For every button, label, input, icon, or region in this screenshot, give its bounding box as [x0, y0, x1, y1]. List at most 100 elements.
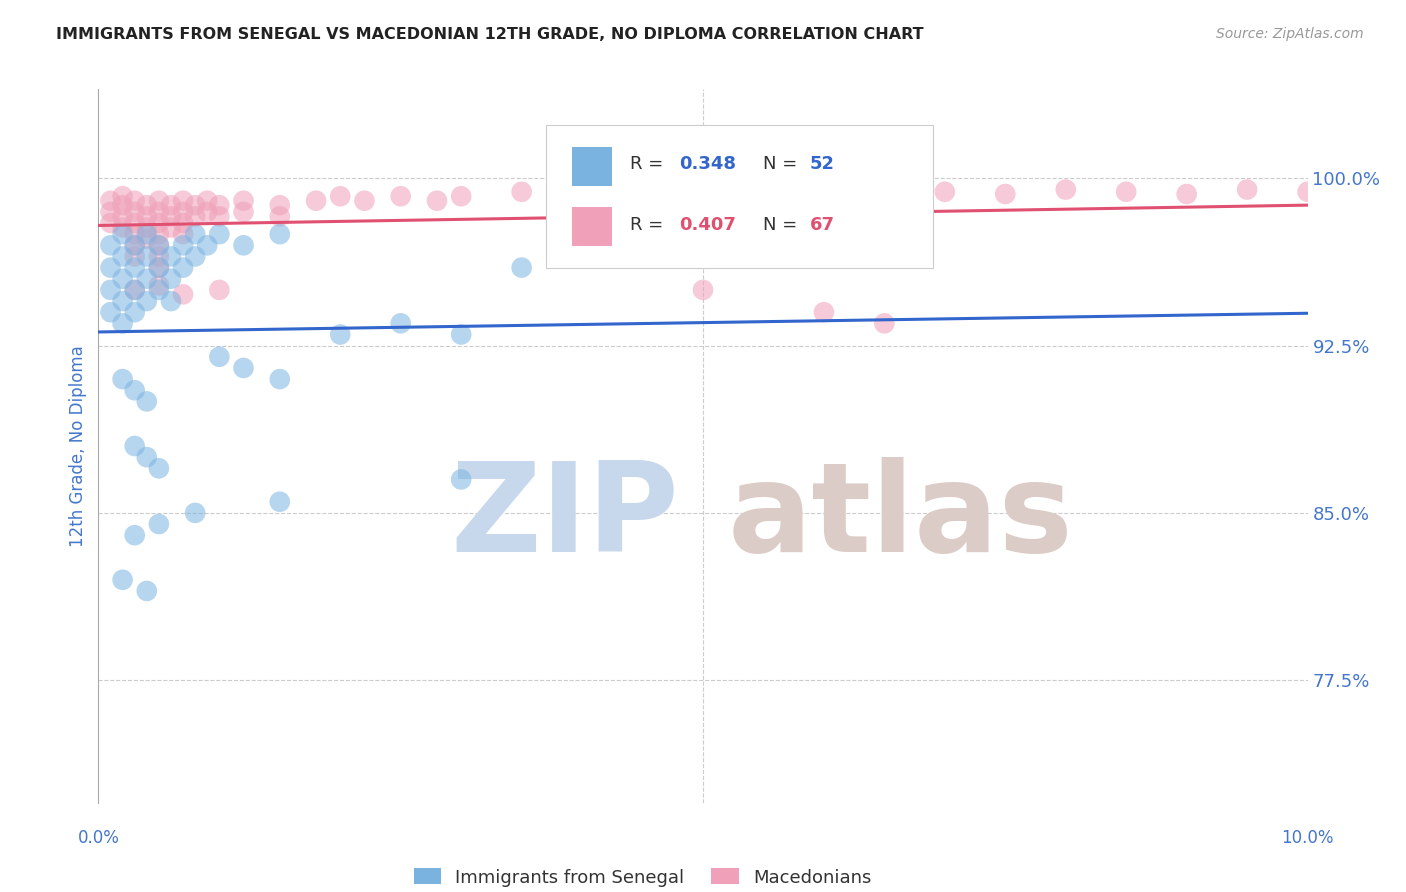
Point: [208, 350, 231, 364]
Point: [148, 260, 170, 275]
Point: [172, 216, 194, 230]
Point: [305, 194, 328, 208]
Point: [389, 189, 412, 203]
Text: 52: 52: [810, 155, 834, 173]
Text: R =: R =: [630, 155, 669, 173]
Point: [135, 209, 157, 223]
Point: [269, 209, 291, 223]
Point: [692, 185, 714, 199]
Text: atlas: atlas: [727, 457, 1073, 578]
Point: [389, 316, 412, 330]
Point: [172, 194, 194, 208]
Text: N =: N =: [763, 216, 803, 234]
Text: 0.407: 0.407: [679, 216, 735, 234]
Point: [124, 528, 146, 542]
Point: [124, 238, 146, 252]
Point: [148, 204, 170, 219]
Point: [148, 278, 170, 293]
Point: [184, 209, 207, 223]
Point: [148, 227, 170, 242]
Text: 67: 67: [810, 216, 834, 234]
Point: [195, 238, 218, 252]
Point: [1054, 183, 1077, 197]
Text: ZIP: ZIP: [450, 457, 679, 578]
Point: [124, 384, 146, 398]
Point: [111, 316, 134, 330]
Point: [100, 216, 122, 230]
Point: [111, 189, 134, 203]
Point: [124, 439, 146, 453]
Point: [124, 305, 146, 319]
Point: [510, 185, 533, 199]
FancyBboxPatch shape: [546, 125, 932, 268]
Point: [1115, 185, 1137, 199]
Bar: [572, 207, 613, 246]
Point: [135, 271, 157, 285]
Point: [873, 316, 896, 330]
Point: [135, 220, 157, 235]
Point: [329, 327, 352, 342]
Point: [208, 198, 231, 212]
Bar: [572, 146, 613, 186]
Point: [100, 238, 122, 252]
Point: [160, 250, 183, 264]
Point: [692, 283, 714, 297]
Point: [195, 204, 218, 219]
Point: [160, 294, 183, 309]
Legend: Immigrants from Senegal, Macedonians: Immigrants from Senegal, Macedonians: [413, 868, 872, 887]
Point: [269, 198, 291, 212]
Point: [160, 220, 183, 235]
Point: [124, 250, 146, 264]
Point: [172, 227, 194, 242]
Point: [1296, 185, 1319, 199]
Point: [135, 198, 157, 212]
Point: [160, 271, 183, 285]
Point: [111, 198, 134, 212]
Point: [111, 250, 134, 264]
Point: [124, 283, 146, 297]
Point: [135, 227, 157, 242]
Point: [232, 361, 254, 376]
Point: [195, 194, 218, 208]
Point: [100, 260, 122, 275]
Text: 0.348: 0.348: [679, 155, 735, 173]
Point: [148, 238, 170, 252]
Point: [135, 584, 157, 599]
Point: [135, 394, 157, 409]
Point: [232, 204, 254, 219]
Point: [100, 283, 122, 297]
Point: [124, 238, 146, 252]
Point: [124, 216, 146, 230]
Point: [208, 283, 231, 297]
Point: [111, 294, 134, 309]
Point: [135, 250, 157, 264]
Point: [148, 216, 170, 230]
Point: [160, 198, 183, 212]
Point: [135, 450, 157, 465]
Point: [111, 372, 134, 386]
Point: [184, 250, 207, 264]
Point: [184, 198, 207, 212]
Point: [208, 227, 231, 242]
Text: 10.0%: 10.0%: [1281, 829, 1334, 847]
Point: [135, 232, 157, 246]
Point: [124, 283, 146, 297]
Point: [184, 227, 207, 242]
Point: [111, 573, 134, 587]
Point: [426, 194, 449, 208]
Point: [353, 194, 375, 208]
Point: [172, 204, 194, 219]
Point: [172, 238, 194, 252]
Point: [1236, 183, 1258, 197]
Text: N =: N =: [763, 155, 803, 173]
Point: [100, 204, 122, 219]
Point: [450, 327, 472, 342]
Point: [329, 189, 352, 203]
Point: [510, 260, 533, 275]
Point: [813, 187, 835, 202]
Point: [148, 260, 170, 275]
Y-axis label: 12th Grade, No Diploma: 12th Grade, No Diploma: [69, 345, 87, 547]
Point: [172, 260, 194, 275]
Point: [232, 238, 254, 252]
Point: [994, 187, 1017, 202]
